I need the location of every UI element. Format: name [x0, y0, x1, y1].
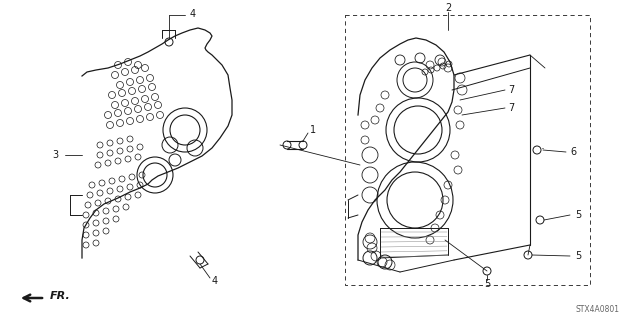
Text: 2: 2: [445, 3, 451, 13]
Text: 3: 3: [52, 150, 58, 160]
Text: 5: 5: [575, 210, 581, 220]
Text: 7: 7: [508, 85, 515, 95]
Text: 6: 6: [570, 147, 576, 157]
Text: 4: 4: [212, 276, 218, 286]
Text: FR.: FR.: [50, 291, 71, 301]
Text: STX4A0801: STX4A0801: [576, 306, 620, 315]
Text: 4: 4: [190, 9, 196, 19]
Text: 1: 1: [310, 125, 316, 135]
Text: 7: 7: [508, 103, 515, 113]
Text: 5: 5: [484, 279, 490, 289]
Text: 5: 5: [575, 251, 581, 261]
